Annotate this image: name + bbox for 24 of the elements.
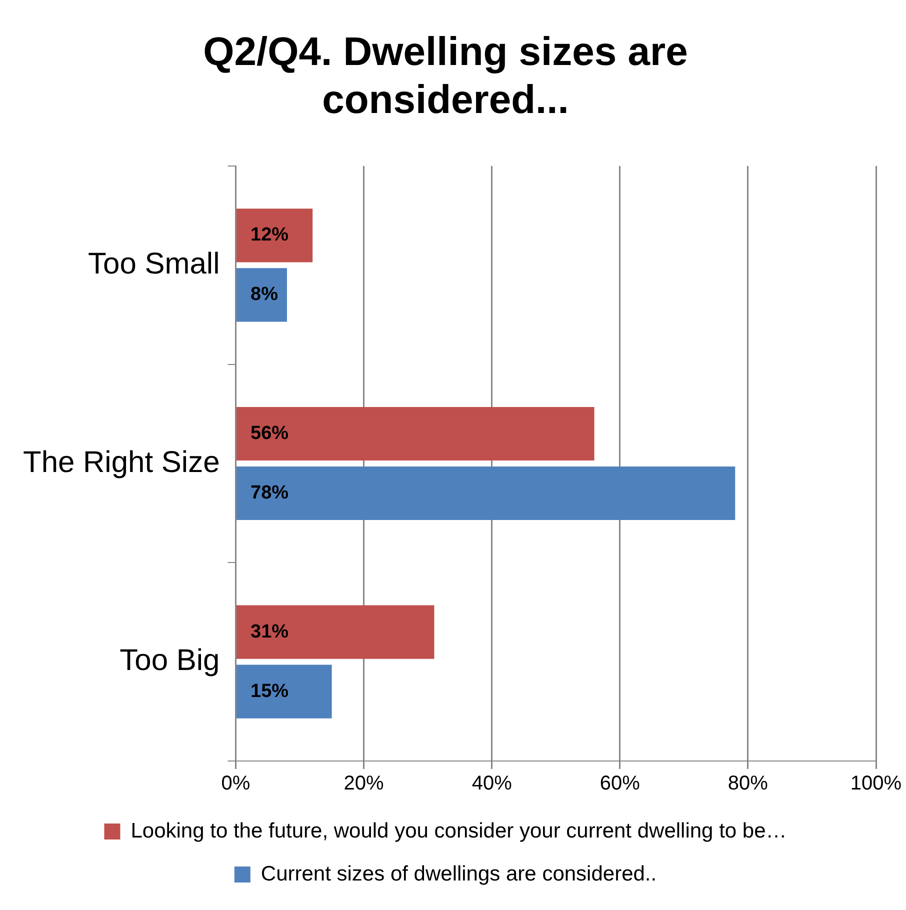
- data-label: 8%: [250, 284, 278, 306]
- x-tick-label: 60%: [600, 772, 640, 795]
- bar: [236, 605, 434, 659]
- x-tick-label: 80%: [728, 772, 768, 795]
- bar: [236, 466, 736, 520]
- data-label: 15%: [250, 680, 289, 702]
- data-label: 12%: [250, 224, 289, 246]
- data-label: 56%: [250, 422, 289, 444]
- x-tick-label: 0%: [221, 772, 250, 795]
- legend-label: Looking to the future, would you consider your current dwelling to be…: [130, 819, 787, 842]
- bar: [236, 268, 287, 322]
- chart-title: Q2/Q4. Dwelling sizes are considered...: [203, 30, 688, 122]
- data-label: 78%: [250, 482, 289, 504]
- bar: [236, 208, 313, 262]
- bar: [236, 664, 332, 718]
- x-tick-label: 40%: [472, 772, 512, 795]
- y-tick-label: The Right Size: [22, 446, 220, 479]
- bar: [236, 406, 594, 461]
- x-tick-label: 20%: [344, 772, 384, 795]
- y-tick-label: Too Small: [88, 247, 220, 280]
- data-label: 31%: [250, 621, 289, 642]
- y-tick-label: Too Big: [120, 644, 220, 678]
- x-tick-label: 100%: [850, 772, 902, 795]
- legend-label: Current sizes of dwellings are considered..: [260, 862, 657, 886]
